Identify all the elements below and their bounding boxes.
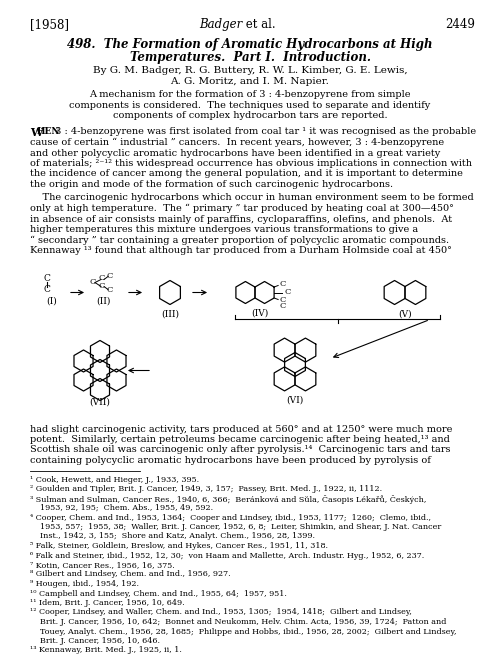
Text: C: C — [284, 288, 290, 297]
Text: et al.: et al. — [242, 18, 276, 31]
Text: C: C — [99, 282, 105, 291]
Text: 2449: 2449 — [445, 18, 475, 31]
Text: Touey, Analyt. Chem., 1956, 28, 1685;  Philippe and Hobbs, ibid., 1956, 28, 2002: Touey, Analyt. Chem., 1956, 28, 1685; Ph… — [30, 627, 456, 635]
Text: ⁸ Gilbert and Lindsey, Chem. and Ind., 1956, 927.: ⁸ Gilbert and Lindsey, Chem. and Ind., 1… — [30, 571, 230, 578]
Text: “ secondary ” tar containing a greater proportion of polycyclic aromatic compoun: “ secondary ” tar containing a greater p… — [30, 236, 449, 245]
Text: C: C — [279, 303, 285, 310]
Text: Badger: Badger — [199, 18, 242, 31]
Text: C: C — [99, 274, 105, 282]
Text: ⁶ Falk and Steiner, ibid., 1952, 12, 30;  von Haam and Mallette, Arch. Industr. : ⁶ Falk and Steiner, ibid., 1952, 12, 30;… — [30, 552, 424, 559]
Text: The carcinogenic hydrocarbons which occur in human environment seem to be formed: The carcinogenic hydrocarbons which occu… — [30, 193, 474, 202]
Text: components of complex hydrocarbon tars are reported.: components of complex hydrocarbon tars a… — [112, 111, 388, 120]
Text: cause of certain “ industrial ” cancers.  In recent years, however, 3 : 4-benzop: cause of certain “ industrial ” cancers.… — [30, 138, 444, 147]
Text: By G. M. Badger, R. G. Buttery, R. W. L. Kimber, G. E. Lewis,: By G. M. Badger, R. G. Buttery, R. W. L.… — [92, 66, 407, 75]
Text: ⁷ Kotin, Cancer Res., 1956, 16, 375.: ⁷ Kotin, Cancer Res., 1956, 16, 375. — [30, 561, 175, 569]
Text: (III): (III) — [161, 310, 179, 318]
Text: Inst., 1942, 3, 155;  Shore and Katz, Analyt. Chem., 1956, 28, 1399.: Inst., 1942, 3, 155; Shore and Katz, Ana… — [30, 533, 315, 540]
Text: components is considered.  The techniques used to separate and identify: components is considered. The techniques… — [70, 100, 430, 109]
Text: potent.  Similarly, certain petroleums became carcinogenic after being heated,¹³: potent. Similarly, certain petroleums be… — [30, 435, 450, 444]
Text: [1958]: [1958] — [30, 18, 69, 31]
Text: ⁴ Cooper, Chem. and Ind., 1953, 1364;  Cooper and Lindsey, ibid., 1953, 1177;  1: ⁴ Cooper, Chem. and Ind., 1953, 1364; Co… — [30, 514, 431, 521]
Text: C: C — [279, 280, 285, 288]
Text: 498.  The Formation of Aromatic Hydrocarbons at High: 498. The Formation of Aromatic Hydrocarb… — [67, 38, 433, 51]
Text: C: C — [44, 285, 51, 294]
Text: ¹ Cook, Hewett, and Hieger, J., 1933, 395.: ¹ Cook, Hewett, and Hieger, J., 1933, 39… — [30, 476, 199, 483]
Text: A mechanism for the formation of 3 : 4-benzopyrene from simple: A mechanism for the formation of 3 : 4-b… — [89, 90, 411, 99]
Text: of materials; ²⁻¹² this widespread occurrence has obvious implications in connec: of materials; ²⁻¹² this widespread occur… — [30, 159, 472, 168]
Text: ⁹ Hougen, ibid., 1954, 192.: ⁹ Hougen, ibid., 1954, 192. — [30, 580, 139, 588]
Text: ¹² Cooper, Lindsey, and Waller, Chem. and Ind., 1953, 1305;  1954, 1418;  Gilber: ¹² Cooper, Lindsey, and Waller, Chem. an… — [30, 608, 412, 616]
Text: C: C — [107, 272, 113, 280]
Text: ¹¹ Idem, Brit. J. Cancer, 1956, 10, 649.: ¹¹ Idem, Brit. J. Cancer, 1956, 10, 649. — [30, 599, 184, 607]
Text: ¹⁰ Campbell and Lindsey, Chem. and Ind., 1955, 64;  1957, 951.: ¹⁰ Campbell and Lindsey, Chem. and Ind.,… — [30, 590, 287, 597]
Text: 3 : 4-benzopyrene was first isolated from coal tar ¹ it was recognised as the pr: 3 : 4-benzopyrene was first isolated fro… — [52, 128, 476, 136]
Text: Scottish shale oil was carcinogenic only after pyrolysis.¹⁴  Carcinogenic tars a: Scottish shale oil was carcinogenic only… — [30, 445, 450, 455]
Text: only at high temperature.  The “ primary ” tar produced by heating coal at 300—4: only at high temperature. The “ primary … — [30, 204, 454, 214]
Text: C: C — [279, 297, 285, 305]
Text: Kennaway ¹³ found that although tar produced from a Durham Holmside coal at 450°: Kennaway ¹³ found that although tar prod… — [30, 246, 452, 255]
Text: ² Goulden and Tipler, Brit. J. Cancer, 1949, 3, 157;  Passey, Brit. Med. J., 192: ² Goulden and Tipler, Brit. J. Cancer, 1… — [30, 485, 382, 493]
Text: had slight carcinogenic activity, tars produced at 560° and at 1250° were much m: had slight carcinogenic activity, tars p… — [30, 424, 452, 434]
Text: containing polycyclic aromatic hydrocarbons have been produced by pyrolysis of: containing polycyclic aromatic hydrocarb… — [30, 456, 431, 465]
Text: (VII): (VII) — [90, 398, 110, 407]
Text: higher temperatures this mixture undergoes various transformations to give a: higher temperatures this mixture undergo… — [30, 225, 418, 234]
Text: C: C — [90, 278, 96, 286]
Text: Brit. J. Cancer, 1956, 10, 646.: Brit. J. Cancer, 1956, 10, 646. — [30, 637, 160, 645]
Text: W: W — [30, 128, 42, 138]
Text: (IV): (IV) — [252, 309, 268, 318]
Text: (II): (II) — [96, 297, 110, 305]
Text: in absence of air consists mainly of paraffins, cycloparaffins, olefins, and phe: in absence of air consists mainly of par… — [30, 214, 452, 223]
Text: A. G. Moritz, and I. M. Napier.: A. G. Moritz, and I. M. Napier. — [170, 77, 330, 86]
Text: 1953, 92, 195;  Chem. Abs., 1955, 49, 592.: 1953, 92, 195; Chem. Abs., 1955, 49, 592… — [30, 504, 213, 512]
Text: ¹³ Kennaway, Brit. Med. J., 1925, ii, 1.: ¹³ Kennaway, Brit. Med. J., 1925, ii, 1. — [30, 646, 182, 654]
Text: C: C — [44, 274, 51, 283]
Text: the incidence of cancer among the general population, and it is important to det: the incidence of cancer among the genera… — [30, 170, 463, 179]
Text: ³ Sulman and Sulman, Cancer Res., 1940, 6, 366;  Beránková and Sŭla, Časopis Lék: ³ Sulman and Sulman, Cancer Res., 1940, … — [30, 495, 426, 504]
Text: Temperatures.  Part I.  Introduction.: Temperatures. Part I. Introduction. — [130, 51, 370, 64]
Text: C: C — [107, 286, 113, 293]
Text: and other polycyclic aromatic hydrocarbons have been identified in a great varie: and other polycyclic aromatic hydrocarbo… — [30, 149, 440, 157]
Text: HEN: HEN — [37, 128, 60, 136]
Text: the origin and mode of the formation of such carcinogenic hydrocarbons.: the origin and mode of the formation of … — [30, 180, 393, 189]
Text: Brit. J. Cancer, 1956, 10, 642;  Bonnet and Neukomm, Helv. Chim. Acta, 1956, 39,: Brit. J. Cancer, 1956, 10, 642; Bonnet a… — [30, 618, 446, 626]
Text: (I): (I) — [46, 297, 58, 305]
Text: 1953, 557;  1955, 38;  Waller, Brit. J. Cancer, 1952, 6, 8;  Leiter, Shimkin, an: 1953, 557; 1955, 38; Waller, Brit. J. Ca… — [30, 523, 442, 531]
Text: (V): (V) — [398, 310, 412, 318]
Text: ⁵ Falk, Steiner, Goldlein, Breslow, and Hykes, Cancer Res., 1951, 11, 318.: ⁵ Falk, Steiner, Goldlein, Breslow, and … — [30, 542, 328, 550]
Text: (VI): (VI) — [286, 396, 304, 405]
